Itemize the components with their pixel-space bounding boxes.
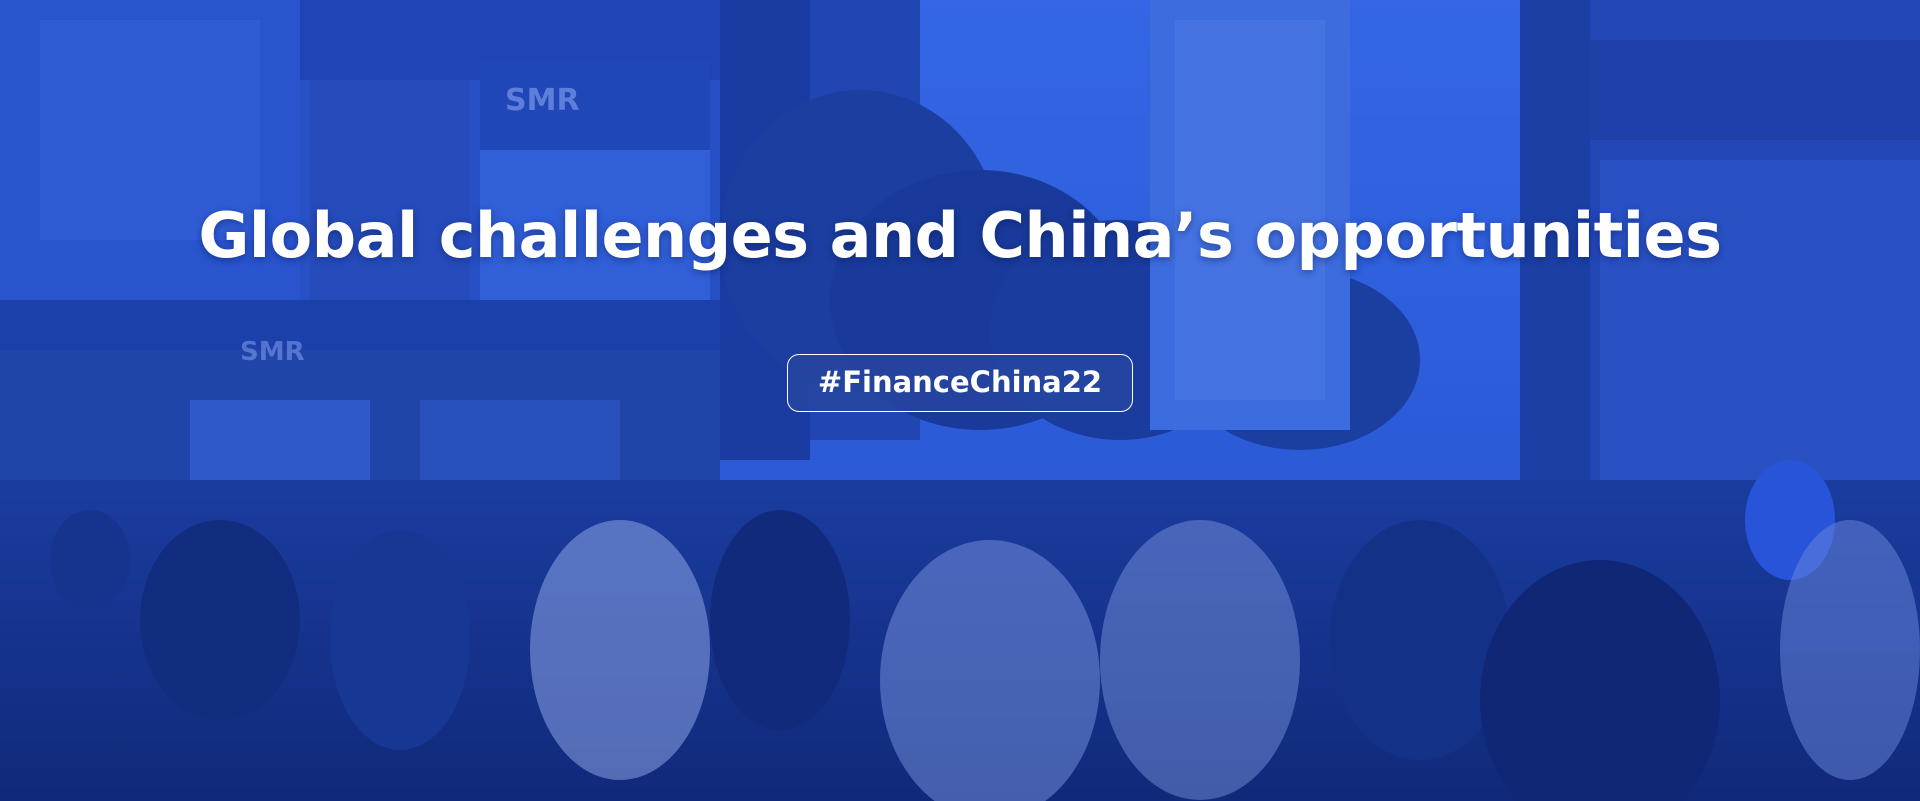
storefront-signs: SMR SMR <box>240 83 580 367</box>
store-sign-upper: SMR <box>505 83 580 118</box>
right-buildings <box>1520 0 1920 560</box>
center-trees <box>720 0 1420 450</box>
banner-headline: Global challenges and China’s opportunit… <box>198 199 1722 272</box>
hashtag-badge[interactable]: #FinanceChina22 <box>787 354 1133 412</box>
store-sign-lower: SMR <box>240 337 305 367</box>
crowd <box>0 460 1920 801</box>
